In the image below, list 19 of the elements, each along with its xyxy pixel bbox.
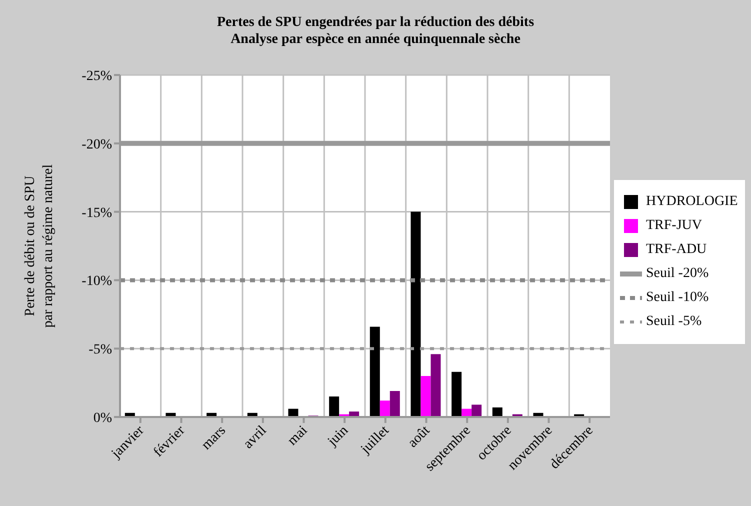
x-tick-label: mai bbox=[285, 423, 311, 449]
legend-label: TRF-ADU bbox=[646, 242, 707, 258]
y-tick-label: 0% bbox=[93, 410, 112, 426]
legend-label: TRF-JUV bbox=[646, 218, 702, 234]
y-axis-title: Perte de débit ou de SPU par rapport au régime naturel bbox=[22, 164, 57, 328]
x-tick-label: mars bbox=[199, 423, 229, 454]
legend-label: Seuil -20% bbox=[646, 266, 709, 282]
legend-label: Seuil -5% bbox=[646, 314, 702, 330]
legend-label: Seuil -10% bbox=[646, 290, 709, 306]
chart-subtitle: Analyse par espèce en année quinquennale sèche bbox=[230, 31, 522, 48]
y-tick-label: -15% bbox=[82, 206, 112, 221]
y-tick-label: -10% bbox=[82, 274, 112, 290]
chart-title: Pertes de SPU engendrées par la réduction des débits bbox=[216, 14, 536, 31]
y-tick-label: -5% bbox=[88, 342, 112, 358]
y-tick-label: -20% bbox=[82, 137, 112, 152]
x-tick-label: avril bbox=[240, 423, 270, 452]
x-tick-label: juin bbox=[324, 423, 352, 450]
legend-label: HYDROLOGIE bbox=[646, 194, 738, 210]
y-tick-label: -25% bbox=[82, 68, 112, 84]
